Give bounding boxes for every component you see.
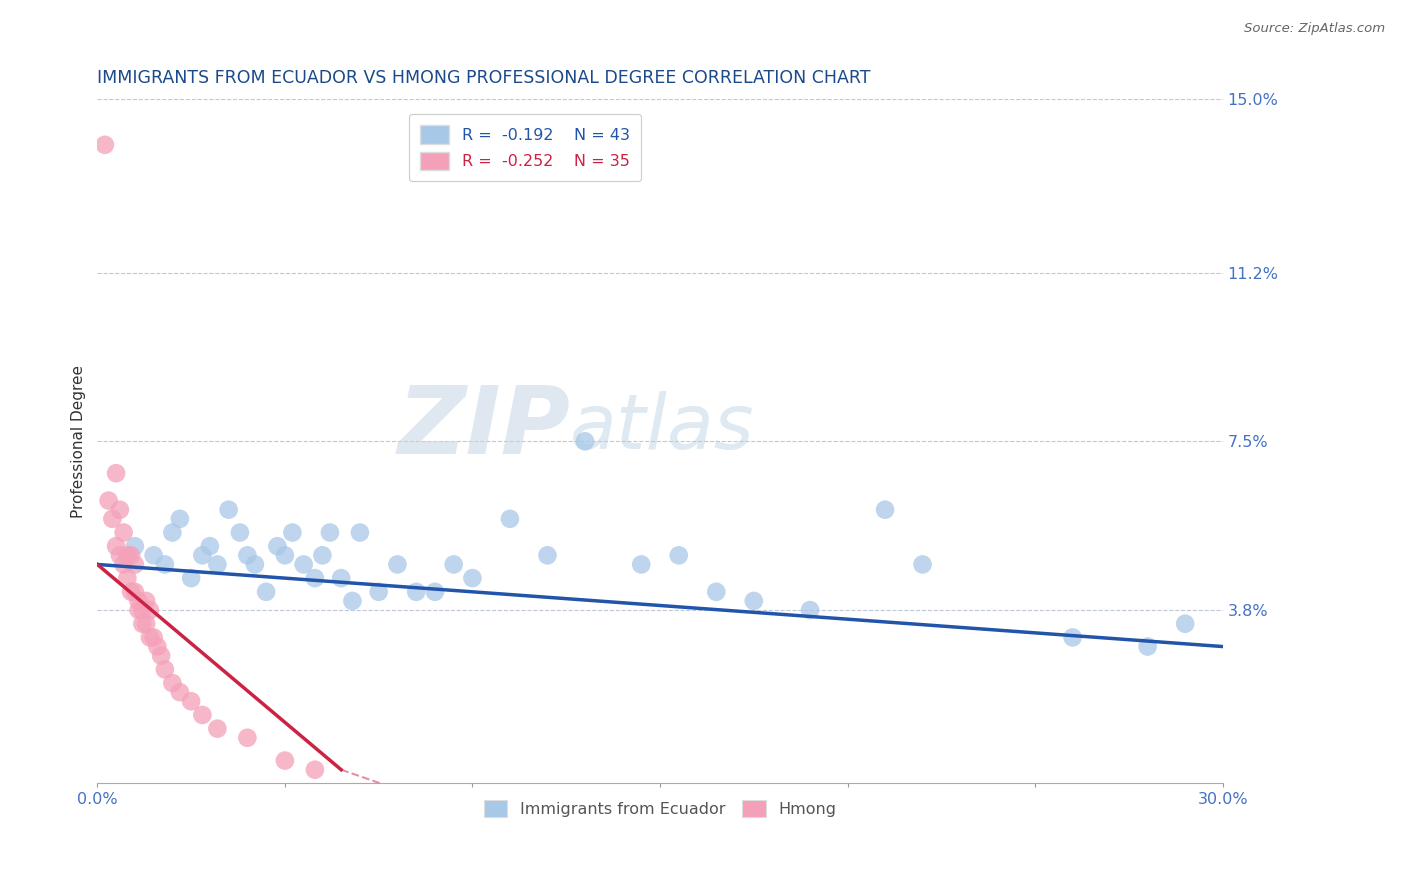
Point (443, 558, 465, 572)
Point (146, 640, 169, 654)
Point (207, 722, 229, 736)
Legend: Immigrants from Ecuador, Hmong: Immigrants from Ecuador, Hmong (477, 794, 842, 823)
Point (387, 558, 409, 572)
Point (139, 603, 162, 617)
Point (108, 549, 131, 563)
Point (873, 502, 896, 516)
Point (128, 594, 150, 608)
Point (112, 525, 135, 540)
Point (198, 539, 221, 553)
Point (218, 502, 240, 516)
Point (112, 558, 135, 572)
Point (342, 594, 364, 608)
Point (243, 558, 266, 572)
Point (169, 512, 191, 526)
Point (128, 603, 150, 617)
Point (236, 731, 259, 745)
Point (180, 571, 202, 585)
Point (536, 549, 558, 563)
Point (105, 539, 128, 553)
Point (704, 584, 727, 599)
Point (117, 549, 139, 563)
Point (153, 662, 176, 676)
Point (139, 631, 162, 645)
Point (367, 584, 389, 599)
Point (117, 571, 139, 585)
Point (162, 525, 184, 540)
Point (105, 467, 128, 481)
Point (236, 549, 259, 563)
Point (101, 512, 124, 526)
Point (191, 708, 214, 723)
Point (499, 512, 522, 526)
Point (254, 584, 277, 599)
Point (574, 434, 596, 449)
Point (169, 685, 191, 699)
Point (108, 502, 131, 516)
Point (124, 558, 146, 572)
Point (229, 525, 252, 540)
Text: Source: ZipAtlas.com: Source: ZipAtlas.com (1244, 22, 1385, 36)
Point (97, 493, 120, 508)
Point (423, 584, 446, 599)
Point (274, 754, 297, 768)
Point (266, 539, 288, 553)
Point (405, 584, 427, 599)
Point (1136, 640, 1159, 654)
Point (461, 571, 484, 585)
Point (630, 558, 652, 572)
Point (207, 558, 229, 572)
Point (120, 584, 142, 599)
Point (162, 676, 184, 690)
Point (742, 594, 765, 608)
Point (304, 571, 326, 585)
Point (799, 603, 821, 617)
Point (668, 549, 690, 563)
Point (292, 558, 315, 572)
Point (1062, 631, 1084, 645)
Text: atlas: atlas (569, 391, 755, 465)
Point (911, 558, 934, 572)
Y-axis label: Professional Degree: Professional Degree (72, 365, 86, 517)
Text: IMMIGRANTS FROM ECUADOR VS HMONG PROFESSIONAL DEGREE CORRELATION CHART: IMMIGRANTS FROM ECUADOR VS HMONG PROFESS… (97, 69, 870, 87)
Point (180, 694, 202, 708)
Point (191, 549, 214, 563)
Point (120, 549, 142, 563)
Point (319, 525, 342, 540)
Point (274, 549, 297, 563)
Point (142, 631, 165, 645)
Point (150, 648, 173, 663)
Point (349, 525, 371, 540)
Point (135, 616, 157, 631)
Point (131, 603, 153, 617)
Point (142, 549, 165, 563)
Point (124, 539, 146, 553)
Point (124, 584, 146, 599)
Point (281, 525, 304, 540)
Point (135, 594, 157, 608)
Point (330, 571, 353, 585)
Point (311, 549, 333, 563)
Text: ZIP: ZIP (396, 382, 569, 474)
Point (304, 763, 326, 777)
Point (131, 616, 153, 631)
Point (153, 558, 176, 572)
Point (94, 137, 117, 152)
Point (1174, 616, 1197, 631)
